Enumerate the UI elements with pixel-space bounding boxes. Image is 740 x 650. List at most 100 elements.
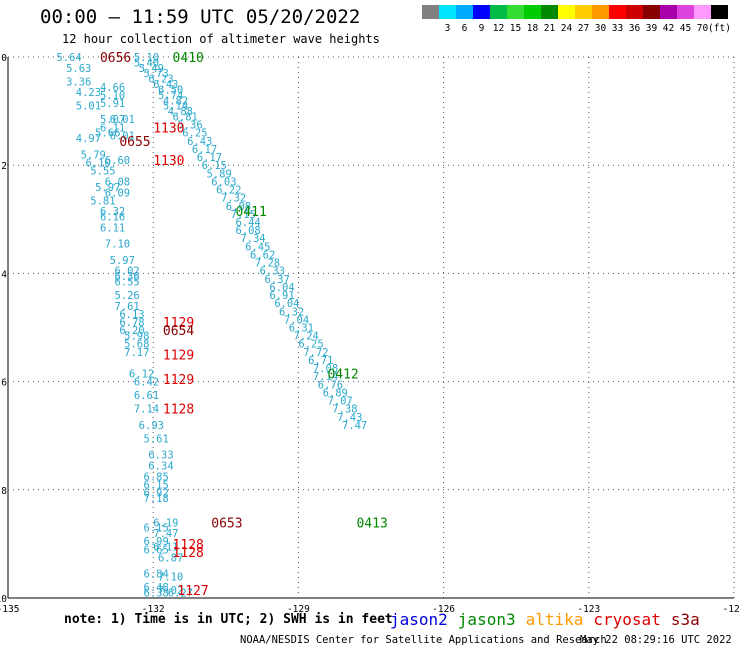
swh-value: 6.85 [144, 471, 169, 483]
colorbar-swatch [439, 5, 456, 19]
pass-time-label: 1129 [163, 316, 194, 331]
swh-value: 6.48 [144, 582, 169, 594]
colorbar-label: 21 [544, 23, 556, 34]
swh-value: 5.55 [90, 166, 115, 178]
swh-value: 6.33 [260, 266, 285, 278]
swh-value: 6.78 [119, 317, 144, 329]
swh-value: 6.15 [144, 523, 169, 535]
colorbar-swatch [643, 5, 660, 19]
swh-value: 6.31 [289, 323, 314, 335]
chart-title: 00:00 – 11:59 UTC 05/20/2022 [40, 6, 361, 28]
legend-altika: altika [525, 610, 584, 629]
colorbar-swatch [490, 5, 507, 19]
y-tick-label: -2 [0, 161, 7, 172]
credit-line: NOAA/NESDIS Center for Satellite Applica… [240, 634, 607, 646]
colorbar-swatch [422, 5, 439, 19]
swh-value: 6.92 [144, 488, 169, 500]
swh-value: 6.16 [100, 212, 125, 224]
swh-value: 7.15 [231, 209, 256, 221]
swh-value: 6.25 [182, 128, 207, 140]
colorbar-label: 27 [578, 23, 589, 34]
swh-value: 5.68 [124, 339, 149, 351]
swh-value: 6.25 [298, 339, 323, 351]
swh-value: 6.71 [308, 355, 333, 367]
swh-value: 7.38 [332, 404, 357, 416]
chart-subtitle: 12 hour collection of altimeter wave hei… [62, 32, 380, 46]
swh-value: 6.01 [110, 114, 135, 126]
colorbar-swatch [558, 5, 575, 19]
swh-value: 6.34 [148, 460, 173, 472]
swh-value: 6.65 [144, 544, 169, 556]
swh-value: 5.79 [81, 149, 106, 161]
colorbar-label: 9 [479, 23, 485, 34]
swh-value: 6.43 [187, 136, 212, 148]
color-legend: 3 6 9 12 15 18 21 24 27 30 33 36 39 42 45 70 (ft) [422, 5, 731, 34]
swh-value: 6.32 [279, 306, 304, 318]
swh-value: 6.62 [250, 249, 275, 261]
pass-time-label: 1129 [163, 373, 194, 388]
swh-value: 7.61 [114, 301, 139, 313]
x-tick-label: -132 [142, 604, 165, 615]
swh-value: 6.38 [144, 588, 169, 600]
swh-value: 7.34 [240, 233, 265, 245]
y-tick-label: -8 [0, 486, 7, 497]
colorbar-swatch [524, 5, 541, 19]
swh-value: 6.03 [211, 176, 236, 188]
swh-value: 5.36 [177, 120, 202, 132]
legend-s3a: s3a [670, 610, 700, 629]
swh-value: 6.76 [318, 379, 343, 391]
swh-value: 6.33 [148, 450, 173, 462]
pass-time-label: 0654 [163, 324, 194, 339]
colorbar-swatch [575, 5, 592, 19]
x-tick-label: -129 [287, 604, 310, 615]
swh-value: 6.11 [153, 542, 178, 554]
colorbar-label: 12 [493, 23, 504, 34]
colorbar-label: 45 [680, 23, 691, 34]
swh-value: 6.37 [265, 274, 290, 286]
swh-value: 7.47 [153, 528, 178, 540]
pass-time-label: 0413 [356, 516, 387, 531]
swh-value: 7.24 [294, 331, 319, 343]
swh-value: 6.20 [119, 325, 144, 337]
swh-value: 7.18 [144, 493, 169, 505]
swh-value: 7.32 [221, 193, 246, 205]
swh-value: 6.50 [158, 84, 183, 96]
swh-value: 6.32 [100, 206, 125, 218]
colorbar-swatch [592, 5, 609, 19]
swh-value: 6.55 [114, 277, 139, 289]
swh-value: 6.08 [226, 201, 251, 213]
swh-value: 5.91 [100, 98, 125, 110]
swh-value: 5.07 [100, 114, 125, 126]
swh-value: 4.82 [163, 95, 188, 107]
colorbar-label: 24 [561, 23, 573, 34]
pass-time-label: 1128 [173, 538, 204, 553]
colorbar-label: 3 [445, 23, 451, 34]
swh-value: 5.61 [144, 433, 169, 445]
pass-time-label: 0412 [327, 367, 358, 382]
pass-time-label: 1128 [173, 546, 204, 561]
x-tick-label: -126 [432, 604, 455, 615]
swh-value: 6.10 [85, 157, 110, 169]
swh-value: 6.01 [110, 130, 135, 142]
swh-value: 4.23 [76, 87, 101, 99]
swh-value: 4.97 [76, 133, 101, 145]
colorbar-swatch [473, 5, 490, 19]
swh-value: 6.08 [105, 176, 130, 188]
swh-value: 6.99 [144, 536, 169, 548]
y-tick-label: -4 [0, 269, 7, 280]
y-tick-label: 0 [1, 53, 7, 64]
pass-time-label: 0410 [173, 51, 204, 66]
satellite-legend: jason2 jason3 altika cryosat s3a [390, 610, 710, 629]
swh-value: 7.14 [313, 371, 338, 383]
swh-value: 6.13 [119, 309, 144, 321]
swh-value: 6.15 [144, 479, 169, 491]
swh-value: 5.40 [134, 57, 159, 69]
swh-value: 6.84 [144, 569, 169, 581]
swh-value: 6.93 [139, 420, 164, 432]
generated-timestamp: May 22 08:29:16 UTC 2022 [580, 634, 732, 646]
swh-value: 6.08 [235, 225, 260, 237]
pass-time-label: 0653 [211, 516, 242, 531]
colorbar-swatch [694, 5, 711, 19]
swh-value: 6.02 [114, 266, 139, 278]
swh-value: 6.22 [216, 185, 241, 197]
